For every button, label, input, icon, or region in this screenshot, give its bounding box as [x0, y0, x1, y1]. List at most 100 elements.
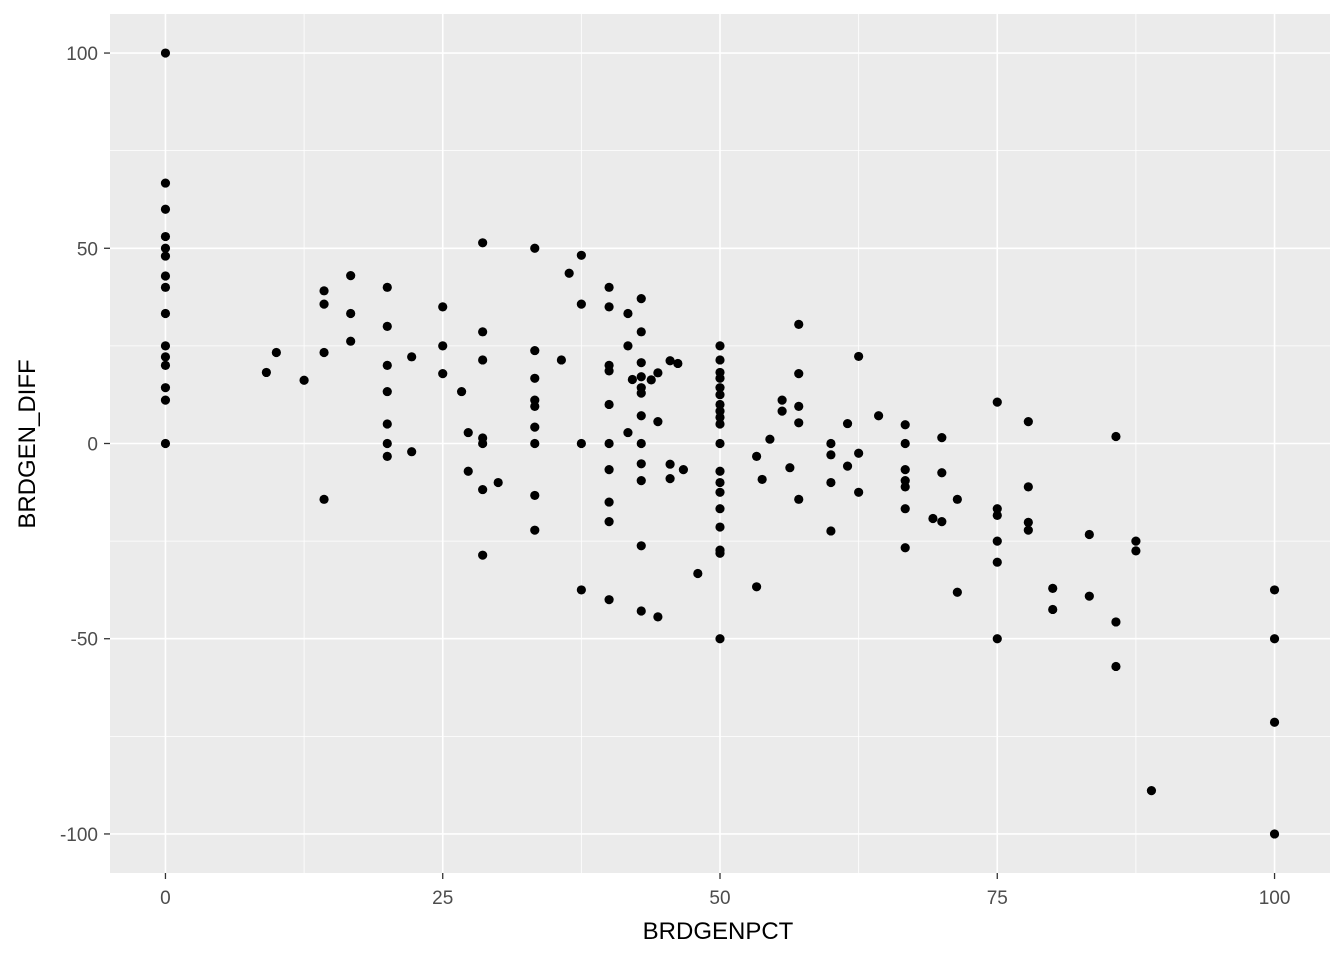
data-point — [715, 548, 725, 558]
data-point — [636, 327, 646, 337]
data-point — [715, 412, 725, 422]
data-point — [715, 341, 725, 351]
data-point — [636, 372, 646, 382]
data-point — [604, 465, 614, 475]
data-point — [319, 286, 329, 296]
data-point — [794, 319, 804, 330]
data-point — [160, 383, 171, 393]
data-point — [952, 494, 962, 504]
data-point — [478, 438, 488, 449]
data-point — [874, 411, 884, 421]
y-tick-label: 50 — [77, 239, 98, 260]
data-point — [478, 327, 488, 337]
data-point — [937, 468, 947, 478]
data-point — [752, 582, 762, 592]
x-axis-ticks: 0 25 50 75 100 — [160, 873, 1290, 909]
data-point — [715, 487, 725, 497]
data-point — [992, 504, 1002, 514]
data-point — [160, 282, 171, 292]
data-point — [319, 299, 329, 309]
data-point — [937, 516, 947, 527]
data-point — [160, 341, 171, 351]
data-point — [1084, 529, 1094, 540]
data-point — [715, 634, 725, 644]
data-point — [715, 390, 725, 400]
data-point — [604, 302, 614, 312]
data-points — [160, 48, 1280, 839]
y-tick-label: -100 — [60, 825, 98, 846]
data-point — [715, 504, 725, 514]
data-point — [478, 355, 488, 365]
data-point — [777, 406, 787, 416]
data-point — [842, 418, 853, 429]
data-point — [900, 465, 910, 475]
data-point — [678, 465, 689, 475]
data-point — [854, 448, 864, 458]
data-point — [160, 271, 171, 281]
data-point — [438, 369, 448, 379]
data-point — [693, 568, 703, 579]
x-tick-label: 25 — [432, 888, 453, 909]
data-point — [160, 438, 171, 449]
data-point — [636, 459, 646, 469]
data-point — [1269, 585, 1280, 595]
data-point — [715, 373, 725, 383]
data-point — [556, 355, 567, 365]
data-point — [785, 463, 795, 473]
data-point — [438, 302, 448, 312]
data-point — [653, 368, 663, 378]
data-point — [1023, 517, 1033, 527]
data-point — [992, 557, 1002, 567]
data-point — [1048, 583, 1058, 593]
data-point — [1023, 482, 1033, 492]
data-point — [794, 369, 804, 379]
data-point — [928, 513, 938, 524]
data-point — [382, 321, 392, 331]
data-point — [346, 336, 356, 346]
data-point — [160, 308, 171, 319]
x-axis-title: BRDGENPCT — [643, 918, 794, 945]
data-point — [319, 494, 329, 504]
data-point — [261, 367, 271, 378]
data-point — [382, 451, 392, 461]
data-point — [478, 238, 488, 248]
data-point — [160, 352, 171, 362]
data-point — [777, 395, 787, 405]
data-point — [653, 417, 663, 427]
data-point — [160, 178, 171, 188]
data-point — [604, 282, 614, 292]
data-point — [160, 243, 171, 253]
data-point — [530, 490, 540, 501]
y-tick-label: 100 — [66, 44, 98, 65]
data-point — [463, 427, 473, 438]
data-point — [346, 308, 356, 319]
data-point — [456, 386, 467, 397]
data-point — [382, 360, 392, 371]
data-point — [1111, 661, 1121, 672]
data-point — [319, 347, 329, 358]
y-tick-label: -50 — [71, 630, 98, 651]
data-point — [826, 450, 836, 460]
data-point — [1111, 617, 1121, 627]
data-point — [636, 388, 646, 398]
y-axis-ticks: -100 -50 0 50 100 — [60, 44, 110, 846]
data-point — [900, 438, 910, 449]
data-point — [623, 308, 633, 319]
data-point — [1111, 431, 1121, 442]
x-tick-label: 100 — [1259, 888, 1291, 909]
data-point — [900, 543, 910, 553]
data-point — [478, 484, 488, 495]
data-point — [715, 355, 725, 365]
data-point — [438, 341, 448, 351]
data-point — [992, 536, 1002, 546]
data-point — [854, 487, 864, 497]
y-tick-label: 0 — [87, 435, 98, 456]
data-point — [530, 438, 540, 449]
data-point — [604, 438, 614, 449]
data-point — [382, 419, 392, 429]
data-point — [530, 422, 540, 432]
data-point — [1146, 786, 1157, 796]
data-point — [623, 341, 633, 351]
data-point — [715, 522, 725, 532]
